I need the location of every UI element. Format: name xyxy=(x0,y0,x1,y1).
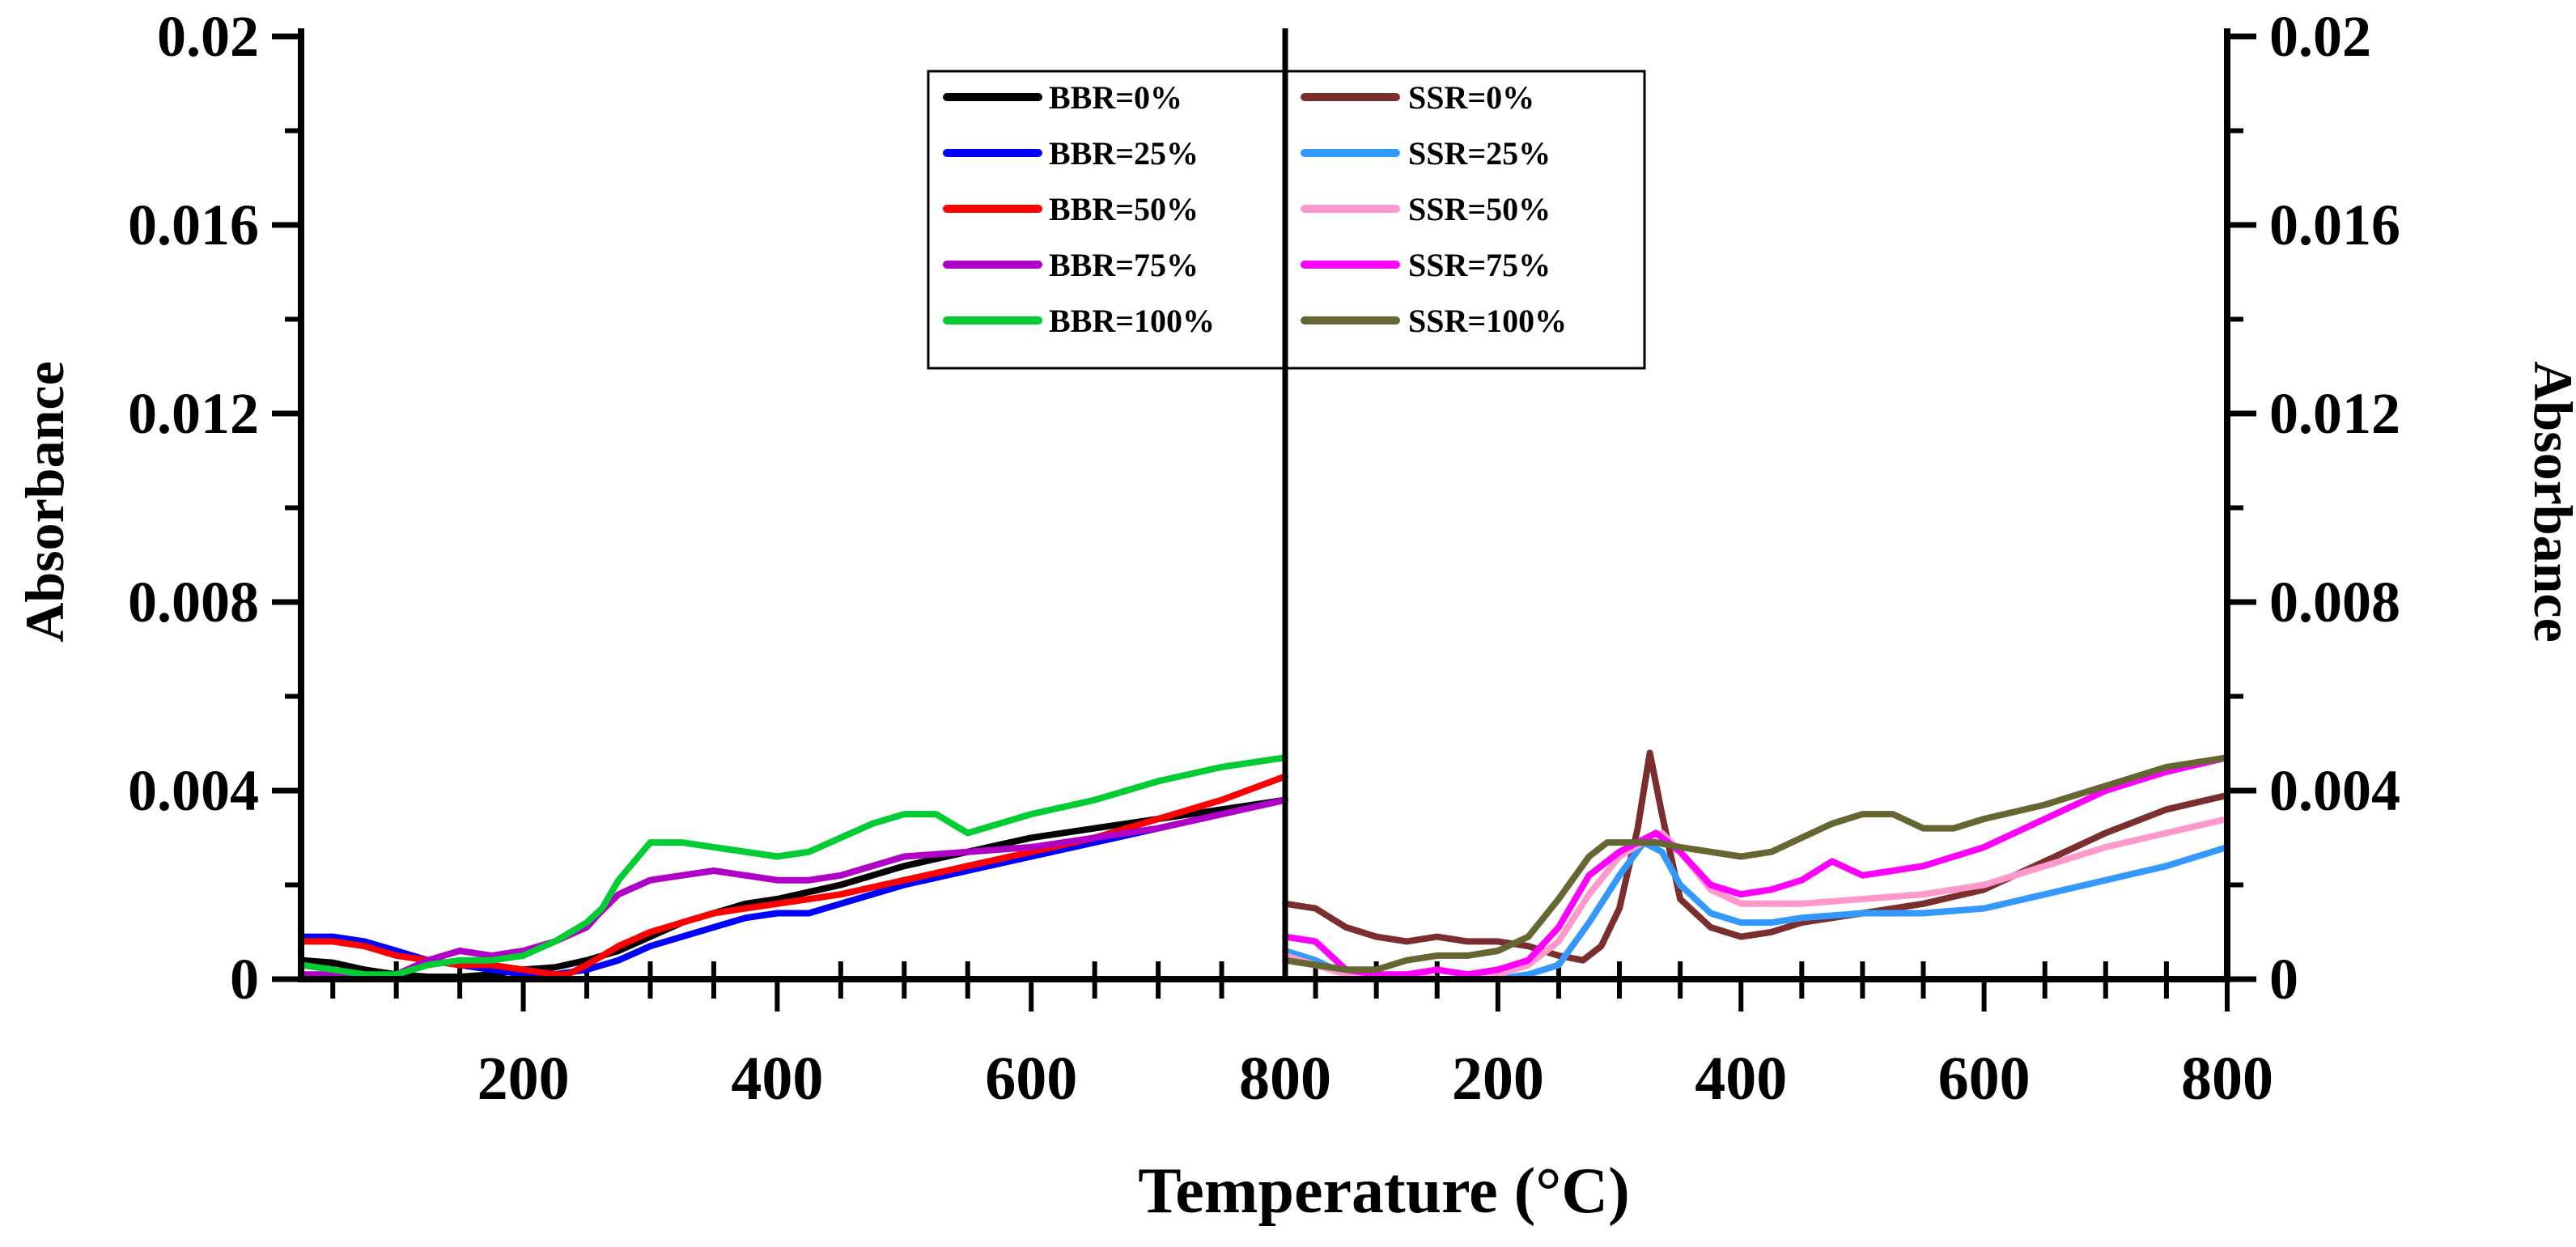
legend-label: BBR=0% xyxy=(1049,79,1182,116)
frame-layer xyxy=(298,28,2230,982)
right-x-tick-label: 600 xyxy=(1938,1045,2031,1113)
right-x-tick-label: 200 xyxy=(1452,1045,1544,1113)
series-line-ssr-100- xyxy=(1282,754,2230,973)
legend-label: BBR=50% xyxy=(1049,191,1199,227)
legend-label: BBR=100% xyxy=(1049,303,1215,339)
legend-label: SSR=75% xyxy=(1408,247,1551,283)
right-x-tick-label: 400 xyxy=(1695,1045,1787,1113)
series-layer xyxy=(298,749,2230,982)
right-y-tick-label: 0.008 xyxy=(2269,570,2400,634)
right-y-tick-label: 0.004 xyxy=(2269,758,2400,823)
legend-label: BBR=75% xyxy=(1049,247,1199,283)
right-y-tick-label: 0 xyxy=(2269,947,2298,1012)
legend-label: SSR=50% xyxy=(1408,191,1551,227)
left-x-tick-label: 800 xyxy=(1239,1045,1331,1113)
y-axis-label-right: Absorbance xyxy=(2523,361,2576,643)
legend-label: SSR=25% xyxy=(1408,135,1551,172)
left-y-tick-label: 0.012 xyxy=(128,381,259,446)
left-y-tick-label: 0.004 xyxy=(128,758,259,823)
right-x-tick-label: 800 xyxy=(2181,1045,2273,1113)
left-y-tick-label: 0 xyxy=(230,947,259,1012)
left-x-tick-label: 200 xyxy=(477,1045,570,1113)
y-axis-label-left: Absorbance xyxy=(14,361,75,643)
right-y-tick-label: 0.016 xyxy=(2269,193,2400,257)
series-line-bbr-100- xyxy=(298,754,1288,978)
left-y-tick-label: 0.008 xyxy=(128,570,259,634)
series-line-ssr-0- xyxy=(1282,749,2230,964)
left-x-tick-label: 600 xyxy=(985,1045,1077,1113)
left-x-tick-label: 400 xyxy=(731,1045,823,1113)
left-y-tick-label: 0.02 xyxy=(157,4,259,69)
legend-label: SSR=100% xyxy=(1408,303,1567,339)
series-line-bbr-75- xyxy=(298,796,1288,981)
right-y-tick-label: 0.012 xyxy=(2269,381,2400,446)
left-y-tick-label: 0.016 xyxy=(128,193,259,257)
legend-label: SSR=0% xyxy=(1408,79,1534,116)
axes-layer: 0 0.004 0.008 0.012 0.016 0.02 200 400 600 800 0 0.… xyxy=(128,4,2400,1113)
series-line-bbr-50- xyxy=(298,773,1288,978)
legend-layer: BBR=0% BBR=25% BBR=50% BBR=75% BBR=100% SSR=0… xyxy=(927,70,1646,370)
x-axis-label: Temperature (°C) xyxy=(1138,1156,1629,1227)
legend-label: BBR=25% xyxy=(1049,135,1199,172)
right-y-tick-label: 0.02 xyxy=(2269,4,2371,69)
